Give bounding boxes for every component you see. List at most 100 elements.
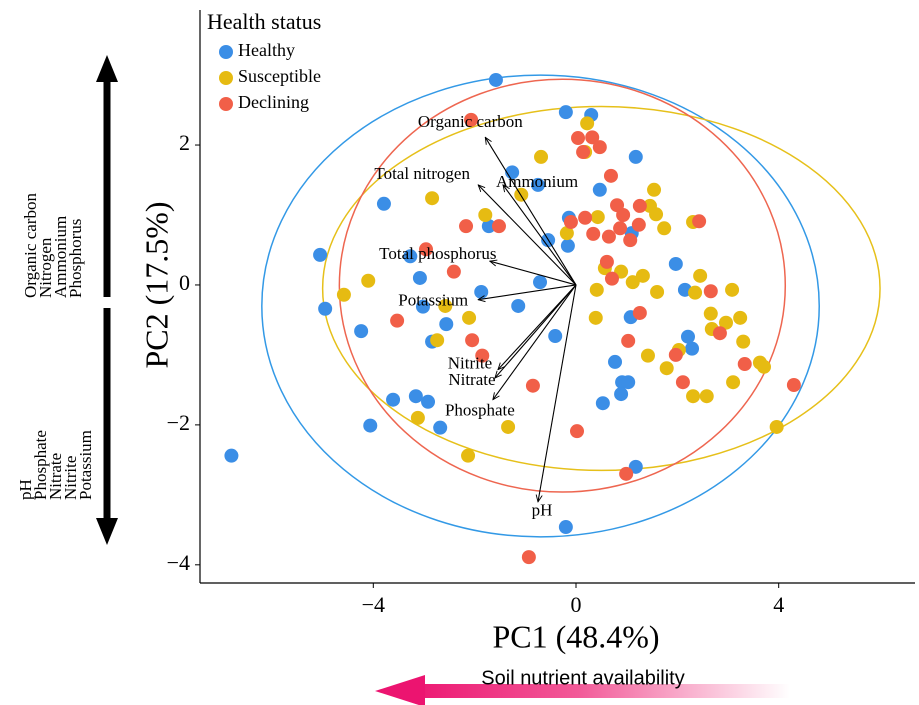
point bbox=[459, 219, 474, 234]
point bbox=[558, 520, 573, 535]
legend-marker bbox=[219, 45, 233, 59]
point bbox=[601, 229, 616, 244]
loading-label: Ammonium bbox=[496, 172, 578, 191]
legend-label: Declining bbox=[238, 92, 309, 112]
side-annotation: pH bbox=[16, 479, 35, 500]
side-annotation: Nitrate bbox=[46, 453, 65, 500]
point bbox=[718, 315, 733, 330]
point bbox=[354, 324, 369, 339]
point bbox=[647, 182, 662, 197]
point bbox=[336, 287, 351, 302]
point bbox=[548, 329, 563, 344]
point bbox=[559, 226, 574, 241]
point bbox=[650, 284, 665, 299]
point bbox=[586, 226, 601, 241]
point bbox=[608, 354, 623, 369]
point bbox=[588, 310, 603, 325]
point bbox=[530, 177, 545, 192]
side-annotation: Potassium bbox=[76, 430, 95, 500]
point bbox=[475, 348, 490, 363]
point bbox=[525, 378, 540, 393]
loading-arrow bbox=[495, 284, 577, 378]
point bbox=[619, 466, 634, 481]
point bbox=[632, 305, 647, 320]
point bbox=[511, 298, 526, 313]
point bbox=[438, 298, 453, 313]
point bbox=[589, 282, 604, 297]
x-axis-title: PC1 (48.4%) bbox=[492, 618, 659, 654]
point bbox=[419, 242, 434, 257]
side-annotation: Organic carbon bbox=[21, 193, 40, 298]
legend-marker bbox=[219, 71, 233, 85]
point bbox=[703, 284, 718, 299]
point bbox=[376, 196, 391, 211]
confidence-ellipse bbox=[338, 78, 787, 493]
loading-label: Potassium bbox=[398, 291, 468, 310]
y-tick-label: 2 bbox=[179, 130, 190, 155]
point bbox=[592, 140, 607, 155]
loading-label: Organic carbon bbox=[418, 112, 523, 131]
point bbox=[604, 271, 619, 286]
point bbox=[726, 375, 741, 390]
point bbox=[478, 207, 493, 222]
point bbox=[425, 191, 440, 206]
point bbox=[733, 310, 748, 325]
point bbox=[410, 410, 425, 425]
point bbox=[632, 198, 647, 213]
point bbox=[699, 389, 714, 404]
point bbox=[446, 264, 461, 279]
point bbox=[685, 341, 700, 356]
point bbox=[659, 361, 674, 376]
side-arrows bbox=[96, 55, 118, 545]
point bbox=[462, 310, 477, 325]
point bbox=[756, 359, 771, 374]
point bbox=[628, 459, 643, 474]
legend-marker bbox=[219, 97, 233, 111]
y-tick-label: −4 bbox=[167, 550, 190, 575]
point bbox=[736, 334, 751, 349]
point bbox=[313, 247, 328, 262]
confidence-ellipse bbox=[321, 105, 881, 472]
point bbox=[712, 326, 727, 341]
point bbox=[433, 420, 448, 435]
legend-title: Health status bbox=[207, 9, 321, 34]
point bbox=[464, 112, 479, 127]
point bbox=[635, 268, 650, 283]
point bbox=[465, 333, 480, 348]
point bbox=[610, 198, 625, 213]
point bbox=[533, 275, 548, 290]
point bbox=[737, 357, 752, 372]
y-tick-label: 0 bbox=[179, 270, 190, 295]
point bbox=[668, 347, 683, 362]
side-annotation: Phosphorus bbox=[66, 219, 85, 298]
point bbox=[580, 116, 595, 131]
loading-label: pH bbox=[532, 501, 553, 520]
point bbox=[649, 207, 664, 222]
point bbox=[675, 375, 690, 390]
point bbox=[576, 145, 591, 160]
point bbox=[488, 72, 503, 87]
point bbox=[592, 182, 607, 197]
point bbox=[534, 149, 549, 164]
point bbox=[640, 348, 655, 363]
point bbox=[386, 392, 401, 407]
point bbox=[668, 256, 683, 271]
loading-label: Total phosphorus bbox=[379, 244, 496, 263]
x-tick-label: −4 bbox=[362, 592, 385, 617]
point bbox=[603, 168, 618, 183]
bottom-annotation: Soil nutrient availability bbox=[481, 667, 684, 689]
point bbox=[621, 375, 636, 390]
point bbox=[408, 389, 423, 404]
point bbox=[693, 268, 708, 283]
loading-label: Nitrite bbox=[448, 354, 492, 373]
point bbox=[361, 273, 376, 288]
point bbox=[318, 301, 333, 316]
point bbox=[363, 418, 378, 433]
loading-arrow bbox=[503, 185, 577, 286]
point bbox=[430, 333, 445, 348]
point bbox=[725, 282, 740, 297]
point bbox=[680, 329, 695, 344]
legend-label: Susceptible bbox=[238, 66, 321, 86]
loading-arrow bbox=[538, 284, 577, 502]
